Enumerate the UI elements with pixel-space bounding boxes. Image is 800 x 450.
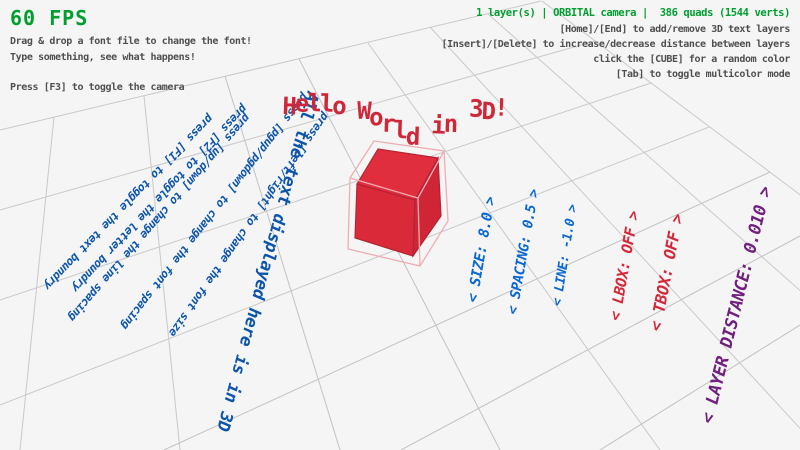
title-letter: 3 [469, 95, 482, 123]
title-letter: e [294, 89, 307, 117]
title-letter: o [369, 103, 382, 131]
help-distance: [Insert]/[Delete] to increase/decrease d… [442, 39, 790, 50]
title-letter: l [393, 116, 406, 144]
instruction-type: Type something, see what happens! [10, 52, 195, 63]
title-letter: D [481, 97, 494, 125]
title-letter: l [307, 89, 320, 117]
title-letter [456, 94, 469, 122]
status-bar: 1 layer(s) | ORBITAL camera | 386 quads … [476, 7, 790, 19]
title-letter: i [431, 111, 444, 139]
title-letter: W [356, 97, 369, 125]
title-letter: d [405, 122, 418, 150]
help-cube-color: click the [CUBE] for a random color [593, 54, 790, 65]
help-multicolor: [Tab] to toggle multicolor mode [616, 69, 790, 80]
fps-counter: 60 FPS [10, 6, 88, 30]
title-letter: ! [494, 93, 507, 121]
title-letter: n [443, 110, 456, 138]
help-layers: [Home]/[End] to add/remove 3D text layer… [560, 24, 790, 35]
3d-text-demo-viewport[interactable]: press [F1] to toggle the text boundrypre… [0, 0, 800, 450]
title-letter: H [282, 92, 295, 120]
title-letter: r [381, 109, 394, 137]
title-letter: l [319, 89, 332, 117]
title-letter: o [332, 92, 345, 120]
cube[interactable] [355, 149, 441, 256]
title-letter [419, 93, 432, 121]
title-letter [344, 90, 357, 118]
cube-layer [0, 0, 800, 450]
instruction-camera-key: Press [F3] to toggle the camera [10, 82, 184, 93]
instruction-drag-drop: Drag & drop a font file to change the fo… [10, 36, 252, 47]
